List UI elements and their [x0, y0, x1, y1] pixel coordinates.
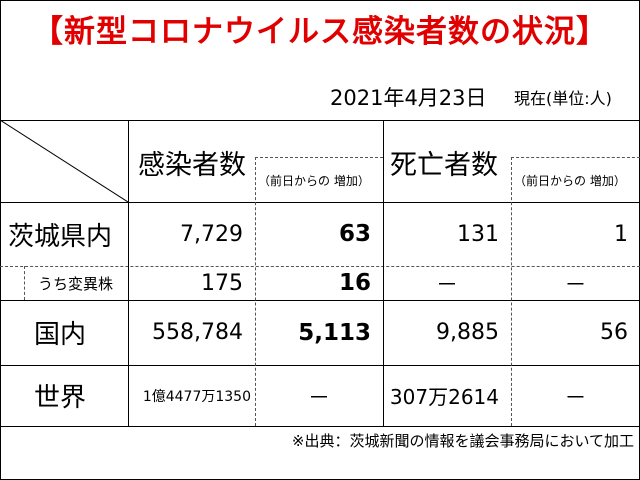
world-deaths-increase: －	[564, 385, 587, 411]
row-label-variant: うち変異株	[38, 274, 114, 293]
diagonal-header-line	[0, 120, 128, 202]
header-deaths-sub: （前日からの 増加）	[514, 173, 626, 188]
unit-note: 現在(単位:人)	[514, 89, 612, 108]
ibaraki-deaths-increase: 1	[614, 221, 628, 247]
covid-stats-table: 感染者数 （前日からの 増加） 死亡者数 （前日からの 増加） 茨城県内 7,7…	[0, 120, 640, 427]
national-infections-increase: 5,113	[298, 319, 371, 346]
table-col-rule-4	[511, 157, 512, 426]
table-border-top	[0, 120, 640, 121]
variant-deaths-increase: －	[564, 273, 587, 298]
row-label-ibaraki: 茨城県内	[8, 221, 113, 252]
world-infections-increase: －	[307, 385, 330, 411]
ibaraki-infections: 7,729	[180, 221, 243, 247]
variant-deaths: －	[435, 273, 458, 298]
table-border-bottom	[0, 426, 640, 427]
row-label-national: 国内	[34, 320, 87, 350]
source-note: ※出典：茨城新聞の情報を議会事務局において加工	[291, 432, 634, 450]
table-col-rule-3	[383, 120, 384, 426]
ibaraki-deaths: 131	[457, 221, 499, 247]
ibaraki-infections-increase: 63	[338, 221, 371, 247]
table-col-rule-2	[255, 157, 256, 426]
variant-infections: 175	[201, 270, 243, 296]
world-deaths: 307万2614	[389, 385, 499, 409]
table-rule-header	[0, 202, 640, 203]
table-col-rule-1	[128, 120, 129, 426]
variant-infections-increase: 16	[338, 270, 371, 296]
variant-indent-rule	[24, 266, 25, 300]
table-rule-variant	[0, 266, 640, 267]
report-date: 2021年4月23日	[330, 86, 487, 110]
table-rule-world	[0, 365, 640, 366]
world-infections: 1億4477万1350	[142, 388, 251, 405]
subheader-rule-deaths	[511, 157, 640, 158]
header-infections-sub: （前日からの 増加）	[258, 173, 370, 188]
national-deaths: 9,885	[436, 320, 499, 345]
header-infections: 感染者数	[138, 149, 246, 181]
header-deaths: 死亡者数	[390, 149, 498, 181]
national-infections: 558,784	[152, 320, 243, 345]
subheader-rule-infections	[255, 157, 383, 158]
page-title: 【新型コロナウイルス感染者数の状況】	[32, 14, 608, 50]
national-deaths-increase: 56	[600, 320, 628, 345]
row-label-world: 世界	[34, 383, 87, 413]
table-rule-national	[0, 300, 640, 301]
